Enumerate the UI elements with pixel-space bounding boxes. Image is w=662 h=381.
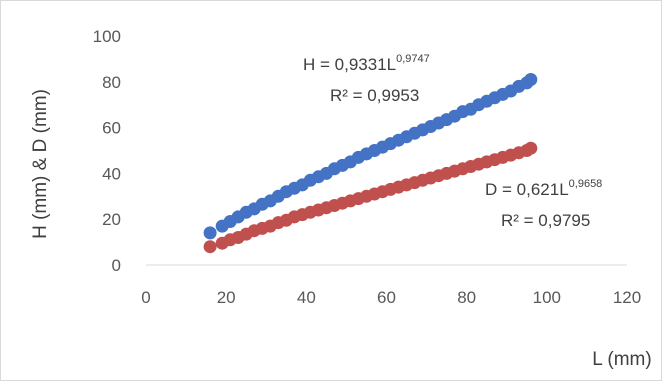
x-tick-label: 20: [217, 288, 236, 307]
d-r2-label: R² = 0,9795: [501, 211, 590, 230]
series-d-points: [203, 141, 538, 254]
d-equation-label: D = 0,621L0,9658: [485, 178, 602, 199]
y-tick-label: 0: [112, 256, 121, 275]
y-tick-label: 40: [102, 164, 121, 183]
y-tick-label: 60: [102, 119, 121, 138]
y-axis-title: H (mm) & D (mm): [30, 89, 51, 239]
point-h: [524, 73, 538, 86]
y-tick-label: 20: [102, 210, 121, 229]
x-tick-label: 0: [141, 288, 150, 307]
point-d: [524, 141, 538, 155]
h-equation-label: H = 0,9331L0,9747: [303, 53, 430, 74]
x-tick-labels: 0 20 40 60 80 100 120: [141, 288, 641, 307]
point-d: [203, 240, 217, 254]
point-h: [203, 226, 217, 240]
x-tick-label: 100: [533, 288, 561, 307]
x-tick-label: 40: [297, 288, 316, 307]
y-tick-label: 100: [93, 27, 121, 46]
series-h-points: [203, 73, 538, 240]
x-tick-label: 60: [377, 288, 396, 307]
x-axis-title: L (mm): [592, 349, 651, 370]
y-tick-labels: 0 20 40 60 80 100: [93, 27, 121, 275]
x-tick-label: 80: [457, 288, 476, 307]
h-r2-label: R² = 0,9953: [330, 86, 419, 105]
y-tick-label: 80: [102, 73, 121, 92]
data-points: [203, 73, 538, 254]
x-tick-label: 120: [613, 288, 641, 307]
